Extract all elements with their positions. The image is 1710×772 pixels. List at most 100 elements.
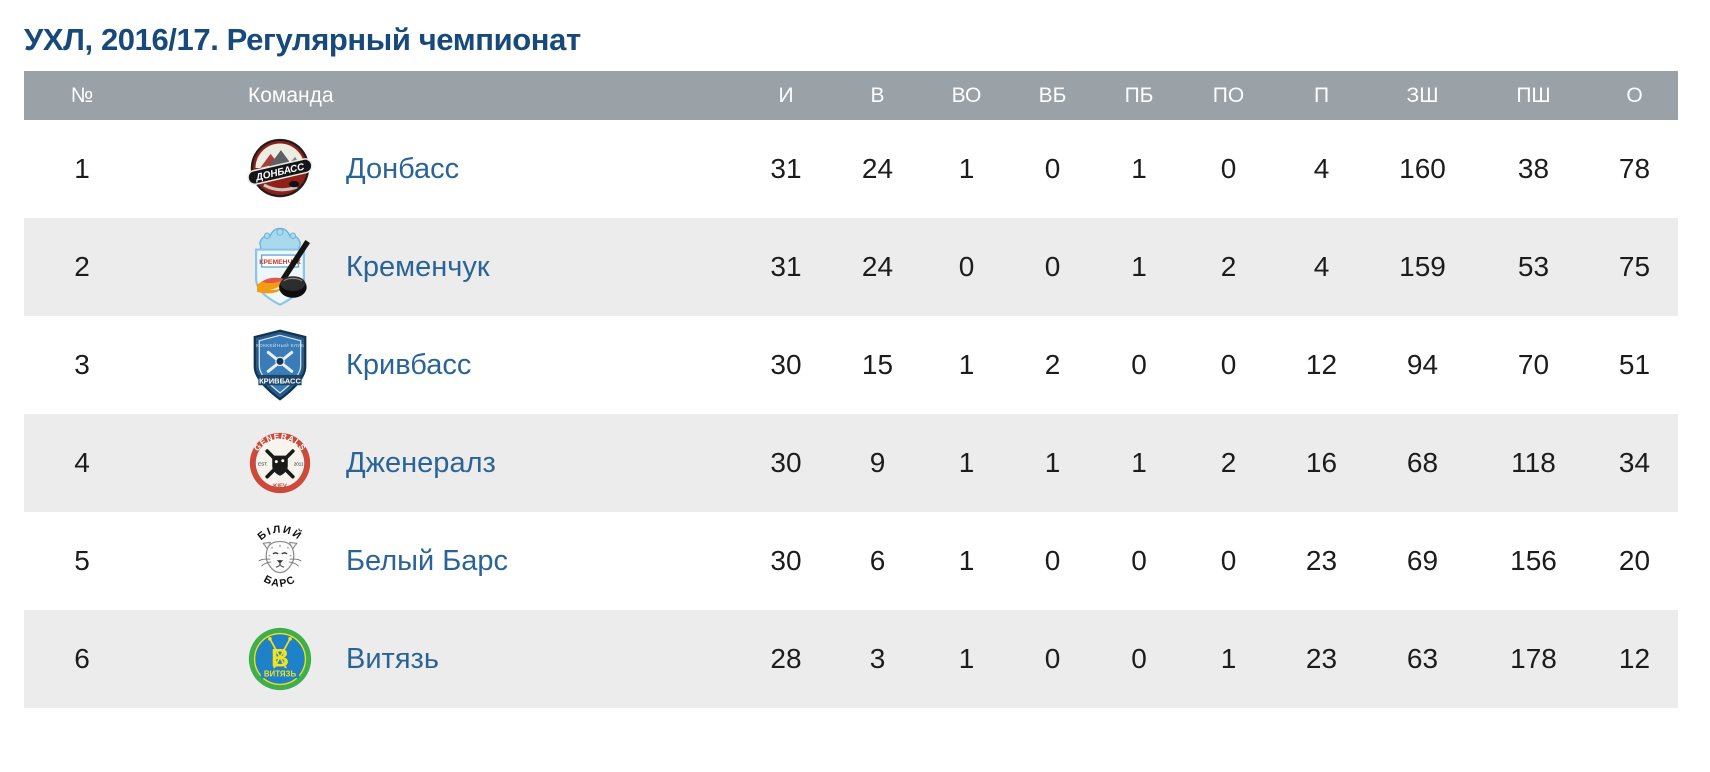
team-link[interactable]: ХОККЕЙНЫЙ КЛУБ КРИВБАСС Кривбасс bbox=[140, 319, 740, 411]
stat-cell: 75 bbox=[1618, 251, 1651, 282]
stat-cell: 0 bbox=[1131, 545, 1147, 576]
stat-cell: 15 bbox=[861, 349, 894, 380]
stat-cell: 34 bbox=[1618, 447, 1651, 478]
team-name[interactable]: Белый Барс bbox=[346, 544, 509, 577]
rank-cell: 1 bbox=[74, 153, 90, 184]
rank-cell: 2 bbox=[74, 251, 90, 282]
rank-cell: 4 bbox=[74, 447, 90, 478]
stat-cell: 1 bbox=[958, 447, 975, 478]
col-so-wins: ВБ bbox=[1010, 71, 1095, 120]
stat-cell: 9 bbox=[869, 447, 886, 478]
stat-cell: 23 bbox=[1305, 643, 1338, 674]
svg-text:В: В bbox=[271, 645, 289, 672]
stat-cell: 28 bbox=[770, 643, 802, 674]
stat-cell: 1 bbox=[958, 349, 975, 380]
col-ot-wins: ВО bbox=[923, 71, 1010, 120]
stat-cell: 156 bbox=[1510, 545, 1557, 576]
svg-text:EST.: EST. bbox=[258, 462, 268, 467]
col-points: О bbox=[1591, 71, 1678, 120]
stat-cell: 0 bbox=[1044, 545, 1061, 576]
stat-cell: 0 bbox=[1220, 545, 1237, 576]
col-goals-against: ПШ bbox=[1476, 71, 1591, 120]
col-rank: № bbox=[24, 71, 140, 120]
rank-cell: 5 bbox=[74, 545, 90, 576]
stat-cell: 0 bbox=[958, 251, 975, 282]
svg-text:КРИВБАСС: КРИВБАСС bbox=[259, 376, 301, 385]
standings-table: № Команда И В ВО ВБ ПБ ПО П ЗШ ПШ О 1 bbox=[24, 71, 1678, 708]
stat-cell: 0 bbox=[1131, 349, 1147, 380]
col-losses: П bbox=[1274, 71, 1369, 120]
team-link[interactable]: ДОНБАСС Донбасс bbox=[140, 123, 740, 215]
table-row: 3 ХОККЕЙНЫЙ КЛУБ bbox=[24, 316, 1678, 414]
svg-text:ХОККЕЙНЫЙ КЛУБ: ХОККЕЙНЫЙ КЛУБ bbox=[256, 341, 305, 348]
vityaz-logo[interactable]: В ВИТЯЗЬ bbox=[244, 613, 316, 705]
rank-cell: 6 bbox=[74, 643, 90, 674]
table-header-row: № Команда И В ВО ВБ ПБ ПО П ЗШ ПШ О bbox=[24, 71, 1678, 120]
stat-cell: 1 bbox=[958, 153, 975, 184]
stat-cell: 51 bbox=[1618, 349, 1651, 380]
team-name[interactable]: Витязь bbox=[346, 642, 439, 675]
generals-logo[interactable]: GENERALS EST. 2011 bbox=[244, 417, 316, 509]
stat-cell: 1 bbox=[1131, 447, 1147, 478]
stat-cell: 1 bbox=[958, 545, 975, 576]
page-title: УХЛ, 2016/17. Регулярный чемпионат bbox=[24, 22, 581, 57]
stat-cell: 63 bbox=[1406, 643, 1439, 674]
team-link[interactable]: GENERALS EST. 2011 bbox=[140, 417, 740, 509]
stat-cell: 178 bbox=[1510, 643, 1557, 674]
stat-cell: 0 bbox=[1220, 349, 1237, 380]
stat-cell: 12 bbox=[1305, 349, 1338, 380]
stat-cell: 30 bbox=[770, 447, 802, 478]
col-wins: В bbox=[832, 71, 923, 120]
stat-cell: 3 bbox=[869, 643, 886, 674]
svg-text:БІЛИЙ: БІЛИЙ bbox=[255, 523, 305, 542]
stat-cell: 6 bbox=[869, 545, 886, 576]
stat-cell: 0 bbox=[1044, 153, 1061, 184]
stat-cell: 12 bbox=[1618, 643, 1651, 674]
team-link[interactable]: КРЕМЕНЧУК Кременчук bbox=[140, 221, 740, 313]
team-name[interactable]: Дженералз bbox=[346, 446, 496, 479]
team-link[interactable]: БІЛИЙ БАРС bbox=[140, 515, 740, 607]
rank-cell: 3 bbox=[74, 349, 90, 380]
stat-cell: 30 bbox=[770, 545, 802, 576]
stat-cell: 20 bbox=[1618, 545, 1651, 576]
stat-cell: 38 bbox=[1517, 153, 1550, 184]
kremenchuk-logo[interactable]: КРЕМЕНЧУК bbox=[244, 221, 316, 313]
table-row: 2 КРЕМЕНЧУК bbox=[24, 218, 1678, 316]
col-so-losses: ПБ bbox=[1095, 71, 1183, 120]
team-name[interactable]: Донбасс bbox=[346, 152, 460, 185]
table-row: 5 БІЛИЙ БАРС bbox=[24, 512, 1678, 610]
stat-cell: 0 bbox=[1220, 153, 1237, 184]
stat-cell: 94 bbox=[1406, 349, 1439, 380]
stat-cell: 1 bbox=[1044, 447, 1061, 478]
stat-cell: 1 bbox=[1131, 153, 1147, 184]
stat-cell: 0 bbox=[1131, 643, 1147, 674]
stat-cell: 24 bbox=[861, 153, 894, 184]
stat-cell: 2 bbox=[1220, 251, 1237, 282]
stat-cell: 0 bbox=[1044, 643, 1061, 674]
donbass-logo[interactable]: ДОНБАСС bbox=[244, 123, 316, 215]
stat-cell: 2 bbox=[1044, 349, 1061, 380]
svg-text:ВИТЯЗЬ: ВИТЯЗЬ bbox=[264, 669, 297, 678]
team-link[interactable]: В ВИТЯЗЬ Витязь bbox=[140, 613, 740, 705]
table-row: 1 bbox=[24, 120, 1678, 218]
stat-cell: 159 bbox=[1399, 251, 1446, 282]
krivbass-logo[interactable]: ХОККЕЙНЫЙ КЛУБ КРИВБАСС bbox=[244, 319, 316, 411]
stat-cell: 70 bbox=[1517, 349, 1550, 380]
col-games: И bbox=[740, 71, 832, 120]
svg-text:БАРС: БАРС bbox=[262, 573, 299, 590]
team-name[interactable]: Кривбасс bbox=[346, 348, 472, 381]
team-name[interactable]: Кременчук bbox=[346, 250, 490, 283]
col-ot-losses: ПО bbox=[1183, 71, 1274, 120]
bely-bars-logo[interactable]: БІЛИЙ БАРС bbox=[244, 515, 316, 607]
stat-cell: 53 bbox=[1517, 251, 1550, 282]
stat-cell: 160 bbox=[1399, 153, 1446, 184]
stat-cell: 23 bbox=[1305, 545, 1338, 576]
stat-cell: 68 bbox=[1406, 447, 1439, 478]
table-row: 4 GENERALS EST. 2 bbox=[24, 414, 1678, 512]
svg-text:КРЕМЕНЧУК: КРЕМЕНЧУК bbox=[259, 259, 301, 266]
svg-text:KIEV: KIEV bbox=[273, 484, 287, 490]
stat-cell: 4 bbox=[1313, 251, 1330, 282]
stat-cell: 1 bbox=[958, 643, 975, 674]
stat-cell: 2 bbox=[1220, 447, 1237, 478]
stat-cell: 118 bbox=[1511, 447, 1556, 478]
